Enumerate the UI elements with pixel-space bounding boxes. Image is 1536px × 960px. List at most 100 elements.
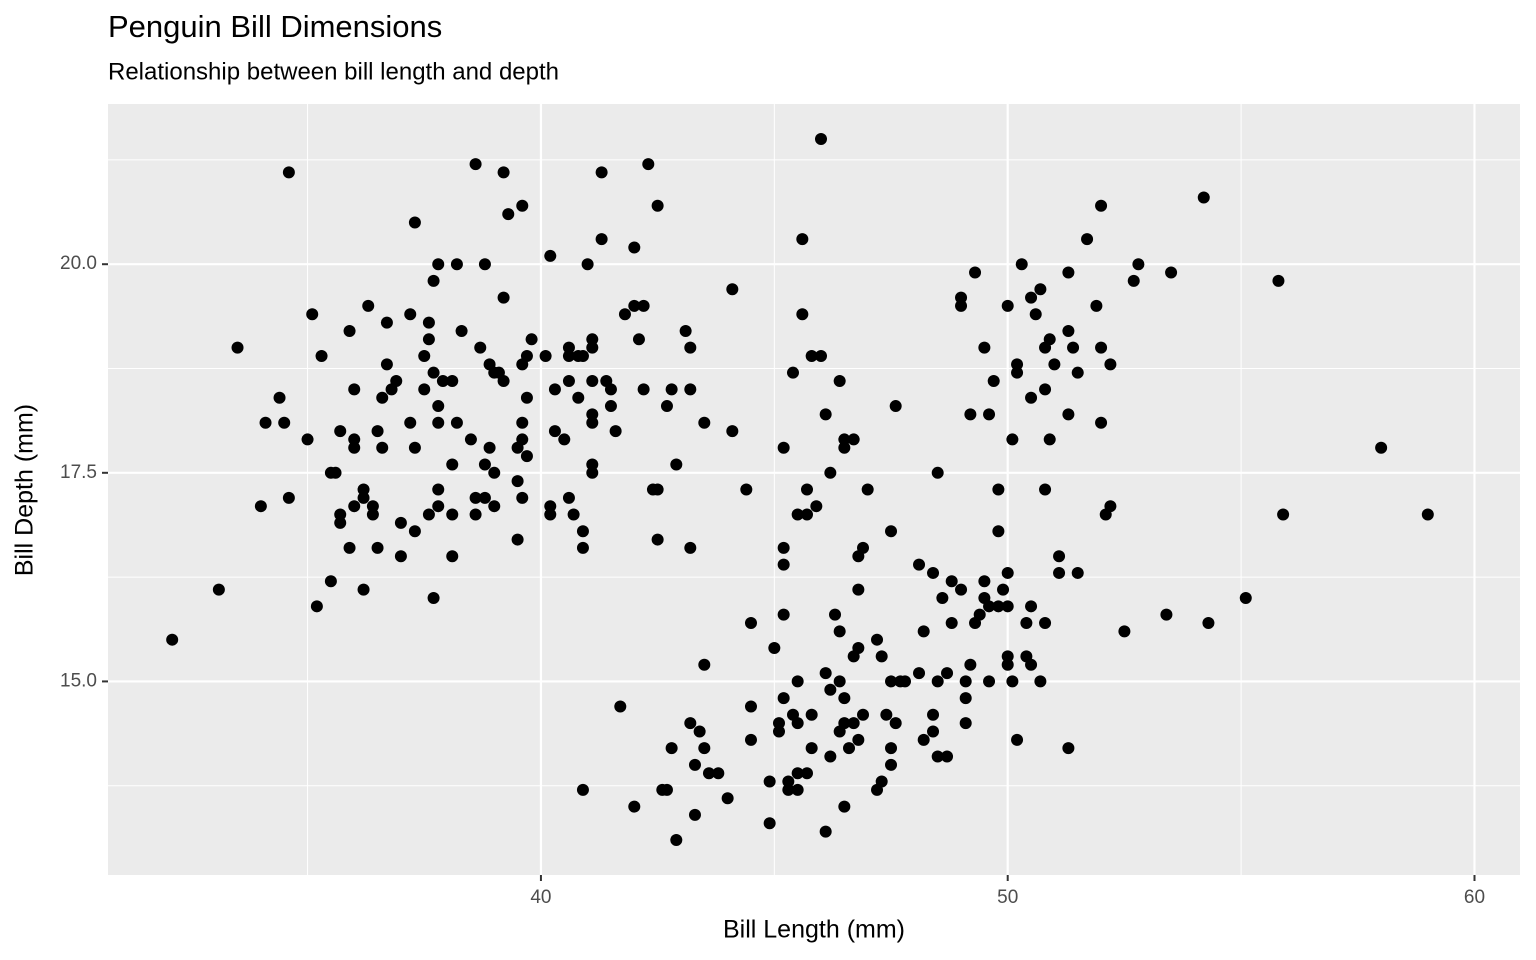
point [1025, 658, 1038, 671]
point [324, 575, 337, 588]
point [1039, 383, 1052, 396]
point [833, 375, 846, 388]
point [1071, 366, 1084, 379]
point [660, 400, 673, 413]
point [791, 767, 804, 780]
point [404, 416, 417, 429]
point [1165, 266, 1178, 279]
point [838, 717, 851, 730]
point [945, 617, 958, 630]
point [941, 750, 954, 763]
point [1025, 291, 1038, 304]
point [726, 425, 739, 438]
point [815, 349, 828, 362]
point [1272, 274, 1285, 287]
point [586, 375, 599, 388]
point [516, 433, 529, 446]
point [1006, 675, 1019, 688]
point [889, 400, 902, 413]
point [721, 792, 734, 805]
point [819, 408, 832, 421]
point [1020, 617, 1033, 630]
point [959, 675, 972, 688]
point [913, 667, 926, 680]
point [651, 483, 664, 496]
point [166, 633, 179, 646]
point [829, 608, 842, 621]
point [511, 533, 524, 546]
point [548, 383, 561, 396]
point [231, 341, 244, 354]
point [1118, 625, 1131, 638]
point [586, 333, 599, 346]
point [628, 241, 641, 254]
point [843, 742, 856, 755]
point [819, 825, 832, 838]
point [301, 433, 314, 446]
point [1081, 233, 1094, 246]
point [306, 308, 319, 321]
point [394, 550, 407, 563]
point [273, 391, 286, 404]
point [1421, 508, 1434, 521]
point [875, 775, 888, 788]
point [483, 441, 496, 454]
point [955, 299, 968, 312]
point [791, 675, 804, 688]
y-tick-label: 15.0 [60, 670, 97, 691]
point [408, 525, 421, 538]
point [768, 642, 781, 655]
point [800, 483, 813, 496]
y-axis-label: Bill Depth (mm) [11, 404, 39, 576]
point [497, 291, 510, 304]
point [1039, 483, 1052, 496]
point [777, 558, 790, 571]
point [712, 767, 725, 780]
point [955, 583, 968, 596]
point [357, 483, 370, 496]
point [885, 758, 898, 771]
point [665, 742, 678, 755]
point [544, 508, 557, 521]
point [488, 500, 501, 513]
point [628, 299, 641, 312]
point [838, 692, 851, 705]
x-tick-label: 40 [530, 887, 551, 908]
point [1104, 500, 1117, 513]
point [833, 675, 846, 688]
point [539, 349, 552, 362]
point [1053, 566, 1066, 579]
point [632, 333, 645, 346]
point [1025, 391, 1038, 404]
point [782, 775, 795, 788]
point [698, 416, 711, 429]
point [595, 166, 608, 179]
point [586, 416, 599, 429]
point [478, 458, 491, 471]
point [782, 783, 795, 796]
point [927, 725, 940, 738]
point [390, 375, 403, 388]
point [969, 266, 982, 279]
point [576, 783, 589, 796]
point [469, 508, 482, 521]
point [446, 550, 459, 563]
point [931, 750, 944, 763]
point [1039, 617, 1052, 630]
point [376, 391, 389, 404]
point [805, 742, 818, 755]
point [772, 725, 785, 738]
point [815, 133, 828, 146]
point [586, 466, 599, 479]
point [1104, 358, 1117, 371]
point [917, 733, 930, 746]
point [1053, 550, 1066, 563]
point [885, 675, 898, 688]
point [446, 375, 459, 388]
point [422, 316, 435, 329]
point [1011, 358, 1024, 371]
point [558, 433, 571, 446]
point [1043, 333, 1056, 346]
point [1095, 199, 1108, 212]
point [1090, 299, 1103, 312]
